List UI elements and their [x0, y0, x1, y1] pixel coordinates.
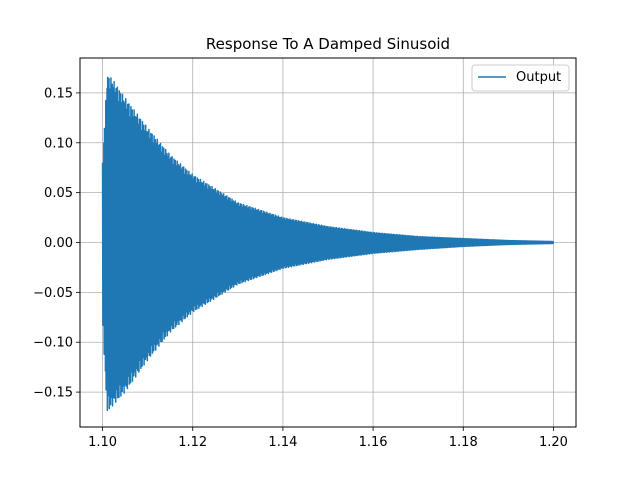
y-tick-label: 0.15: [44, 86, 73, 101]
y-tick-label: 0.05: [44, 186, 73, 201]
series-line-output: [101, 76, 555, 412]
x-axis: 1.10 1.12 1.14 1.16 1.18 1.20: [88, 427, 568, 450]
x-tick-label: 1.16: [359, 435, 388, 450]
y-tick-label: 0.10: [44, 136, 73, 151]
plot-area: [101, 76, 555, 412]
y-tick-label: −0.05: [33, 286, 73, 301]
y-tick-label: 0.00: [44, 236, 73, 251]
legend-box: [471, 64, 570, 92]
x-tick-label: 1.10: [88, 435, 117, 450]
y-axis: −0.15 −0.10 −0.05 0.00 0.05 0.10 0.15: [33, 86, 80, 401]
x-tick-label: 1.20: [539, 435, 568, 450]
x-tick-label: 1.18: [449, 435, 478, 450]
y-tick-label: −0.15: [33, 386, 73, 401]
y-tick-label: −0.10: [33, 336, 73, 351]
legend: Output: [471, 64, 570, 92]
x-tick-label: 1.14: [268, 435, 297, 450]
x-tick-label: 1.12: [178, 435, 207, 450]
chart-title: Response To A Damped Sinusoid: [206, 35, 450, 53]
legend-label-output: Output: [516, 70, 561, 85]
